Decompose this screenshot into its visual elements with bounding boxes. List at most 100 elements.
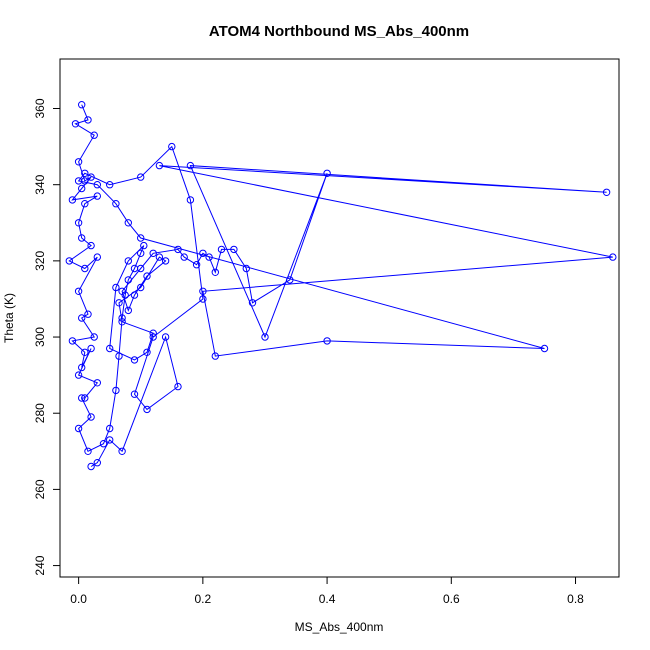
data-point bbox=[161, 257, 170, 265]
data-point bbox=[192, 261, 201, 269]
data-point bbox=[87, 462, 95, 471]
data-point bbox=[93, 192, 102, 200]
y-tick-label: 360 bbox=[33, 98, 47, 118]
data-point bbox=[149, 333, 157, 341]
data-point bbox=[155, 161, 164, 170]
y-axis: 240 260 280 300 320 340 360 bbox=[33, 98, 61, 576]
data-point bbox=[130, 390, 139, 398]
data-point bbox=[137, 283, 145, 292]
data-point bbox=[137, 264, 145, 273]
y-axis-label: Theta (K) bbox=[2, 293, 16, 343]
data-point bbox=[81, 264, 89, 273]
data-point bbox=[68, 337, 77, 345]
data-point bbox=[168, 142, 176, 151]
series-line bbox=[68, 104, 613, 467]
data-point bbox=[84, 310, 92, 318]
x-tick-label: 0.8 bbox=[567, 592, 584, 606]
data-point bbox=[124, 219, 133, 227]
data-point bbox=[90, 333, 98, 341]
data-point bbox=[323, 337, 331, 345]
data-point bbox=[93, 379, 102, 387]
y-tick-label: 300 bbox=[33, 327, 47, 347]
data-point bbox=[186, 196, 195, 204]
data-point bbox=[115, 299, 123, 307]
data-point bbox=[81, 394, 89, 402]
data-point bbox=[74, 287, 83, 295]
data-point bbox=[180, 253, 188, 261]
data-point bbox=[143, 405, 151, 414]
chart-title: ATOM4 Northbound MS_Abs_400nm bbox=[209, 23, 469, 40]
data-point bbox=[106, 436, 114, 444]
data-point bbox=[87, 413, 95, 421]
data-point bbox=[140, 241, 148, 250]
data-point bbox=[149, 249, 157, 258]
data-point bbox=[174, 245, 182, 254]
data-point bbox=[149, 329, 157, 337]
data-point bbox=[74, 158, 83, 166]
data-point bbox=[87, 241, 95, 250]
data-point bbox=[199, 295, 207, 303]
data-point bbox=[87, 173, 95, 181]
data-point bbox=[230, 245, 238, 254]
data-point bbox=[81, 200, 89, 208]
data-point bbox=[211, 352, 220, 360]
data-point bbox=[78, 363, 86, 372]
data-point bbox=[261, 333, 269, 341]
data-point bbox=[602, 188, 611, 197]
data-point bbox=[124, 257, 133, 265]
y-tick-label: 280 bbox=[33, 403, 47, 423]
data-point bbox=[211, 268, 220, 276]
y-tick-label: 320 bbox=[33, 251, 47, 271]
series-layer bbox=[65, 101, 617, 471]
y-tick-label: 340 bbox=[33, 174, 47, 194]
data-point bbox=[118, 314, 126, 322]
data-point bbox=[93, 181, 102, 189]
data-point bbox=[93, 459, 102, 467]
data-point bbox=[217, 245, 226, 254]
data-point bbox=[106, 344, 114, 353]
x-axis-label: MS_Abs_400nm bbox=[295, 620, 384, 634]
data-point bbox=[87, 344, 95, 353]
x-tick-label: 0.0 bbox=[70, 592, 87, 606]
data-point bbox=[74, 177, 83, 185]
data-point bbox=[112, 200, 120, 208]
data-point bbox=[78, 314, 86, 322]
y-tick-label: 240 bbox=[33, 555, 47, 575]
data-point bbox=[112, 386, 120, 395]
data-point bbox=[137, 249, 145, 258]
data-point bbox=[78, 234, 86, 242]
data-point bbox=[78, 101, 86, 109]
data-point bbox=[248, 299, 257, 307]
data-point bbox=[74, 371, 83, 379]
x-tick-label: 0.2 bbox=[195, 592, 212, 606]
data-point bbox=[99, 440, 108, 448]
data-point bbox=[78, 184, 86, 193]
data-point bbox=[115, 352, 123, 360]
data-point bbox=[78, 394, 86, 402]
data-point bbox=[118, 287, 126, 295]
data-point bbox=[81, 169, 89, 178]
data-point bbox=[124, 306, 133, 315]
data-point bbox=[609, 253, 617, 261]
data-point bbox=[137, 234, 145, 242]
data-point bbox=[242, 264, 251, 273]
data-point bbox=[118, 318, 126, 326]
data-point bbox=[143, 272, 151, 280]
data-point bbox=[65, 257, 74, 265]
data-point bbox=[106, 424, 114, 433]
data-point bbox=[93, 253, 102, 261]
data-point bbox=[81, 348, 89, 356]
data-point bbox=[84, 116, 92, 124]
data-point bbox=[199, 287, 207, 295]
data-point bbox=[155, 253, 164, 261]
data-point bbox=[74, 424, 83, 433]
data-point bbox=[161, 333, 170, 341]
data-point bbox=[286, 276, 294, 284]
data-point bbox=[130, 356, 139, 364]
data-point bbox=[74, 219, 83, 227]
data-point bbox=[124, 276, 133, 284]
data-point bbox=[137, 173, 145, 181]
data-point bbox=[130, 291, 139, 299]
data-point bbox=[84, 447, 92, 455]
